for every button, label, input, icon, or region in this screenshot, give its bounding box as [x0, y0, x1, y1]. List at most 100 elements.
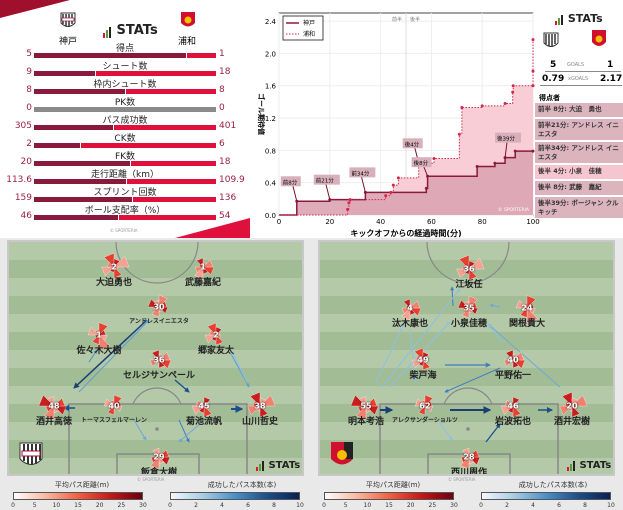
x-tick-label: 0	[277, 218, 281, 226]
home-bar-fill	[34, 161, 130, 166]
scorer-row: 前半34分: アンドレス イニエスタ	[535, 142, 623, 163]
pass-arrow	[487, 323, 561, 388]
y-tick-label: 1.2	[265, 115, 276, 123]
player-pass-count: 36	[463, 264, 475, 274]
data-point	[432, 156, 436, 160]
stat-bar	[34, 143, 216, 148]
player-pass-count: 55	[360, 401, 372, 411]
away-xg: 2.17	[600, 74, 623, 84]
distance-tick: 20	[95, 502, 104, 509]
annotation-box	[402, 138, 423, 149]
copyright: © SPORTERIA	[448, 477, 476, 482]
stat-label: パス成功数	[102, 116, 148, 126]
goal-annotation: 後39分	[497, 135, 515, 143]
count-tick: 6	[246, 502, 250, 509]
annotation-box	[349, 167, 376, 178]
goal-annotation: 後8分	[414, 159, 429, 167]
distance-legend-title: 平均パス距離(m)	[54, 481, 110, 489]
player-pass-count: 4	[407, 303, 413, 313]
series-area-1	[279, 39, 533, 215]
count-colorbar	[481, 492, 611, 500]
stat-bar	[34, 89, 216, 94]
copyright: © SPORTERIA	[498, 206, 530, 213]
player-pass-count: 46	[507, 401, 519, 411]
pass-direction-rose	[38, 394, 67, 421]
stat-away-value: 18	[219, 67, 231, 77]
count-tick: 4	[220, 502, 224, 509]
data-point	[511, 90, 515, 94]
count-colorbar	[170, 492, 300, 500]
data-point	[460, 106, 464, 110]
half-label: 前半	[392, 16, 402, 23]
scorers-title: 得点者	[539, 94, 560, 102]
pass-arrow	[409, 329, 418, 383]
pass-arrow	[437, 419, 453, 441]
player-name: 大迫勇也	[95, 278, 133, 288]
count-tick: 0	[168, 502, 172, 509]
player-name: 関根貴大	[508, 319, 546, 329]
pass-arrow	[489, 303, 501, 308]
away-bar-fill	[113, 125, 216, 130]
away-bar-fill	[80, 143, 216, 148]
count-tick: 4	[531, 502, 535, 509]
x-tick-label: 100	[526, 218, 539, 226]
legend-home: 神戸	[303, 19, 315, 27]
data-point	[424, 186, 428, 190]
player-name: 飯倉大樹	[140, 468, 178, 476]
pass-direction-rose	[150, 447, 171, 470]
stat-home-value: 9	[26, 67, 32, 77]
distance-legend-title: 平均パス距離(m)	[365, 481, 421, 489]
data-point	[384, 194, 388, 198]
data-point	[346, 207, 350, 211]
scorer-row: 前半 8分: 大迫 勇也	[535, 103, 623, 117]
player-pass-count: 2	[213, 330, 219, 340]
brand-text: STATs	[116, 23, 158, 38]
distance-tick: 30	[450, 502, 458, 509]
pass-direction-rose	[456, 254, 485, 281]
pass-direction-rose	[204, 322, 224, 346]
pass-arrow	[231, 351, 248, 383]
home-xg: 0.79	[542, 74, 565, 84]
series-area-0	[279, 151, 533, 215]
xgoals-row: 0.79 xGOALS 2.17	[540, 74, 622, 86]
home-bar-fill	[34, 125, 113, 130]
stat-home-value: 0	[26, 103, 32, 113]
urawa-crest-icon	[591, 28, 607, 54]
urawa-crest-icon	[330, 440, 354, 474]
distance-tick: 10	[363, 502, 372, 509]
player-name: 小泉佳穂	[450, 319, 488, 329]
pitch-markings	[38, 242, 276, 474]
player-name: 菊池流帆	[185, 417, 223, 427]
player-name: 江坂任	[455, 280, 483, 290]
distance-tick: 25	[117, 502, 126, 509]
data-point	[531, 84, 535, 88]
player-pass-count: 1	[96, 330, 102, 340]
copyright: © SPORTERIA	[137, 477, 165, 482]
data-point	[475, 165, 479, 169]
pass-direction-rose	[149, 349, 172, 369]
count-tick: 8	[583, 502, 587, 509]
distance-colorbar	[324, 492, 454, 500]
home-bar-fill	[34, 143, 80, 148]
player-name: 山川哲史	[241, 417, 279, 427]
goals-row: 5 GOALS 1	[545, 60, 621, 72]
scorer-row: 後半 8分: 武藤 嘉紀	[535, 181, 623, 195]
pass-direction-rose	[500, 396, 522, 418]
goal-annotation: 後4分	[405, 140, 420, 148]
data-point	[493, 161, 497, 165]
data-point	[513, 149, 517, 153]
summary-stats-logo: STATs	[555, 12, 603, 25]
player-pass-count: 24	[521, 303, 533, 313]
distance-tick: 5	[32, 502, 37, 509]
stat-label: ボール支配率（%）	[84, 206, 166, 216]
data-point	[347, 201, 351, 205]
stat-home-value: 159	[14, 193, 32, 203]
player-name: アンドレスイニエスタ	[129, 318, 189, 325]
pass-direction-rose	[191, 396, 213, 418]
pass-direction-rose	[401, 298, 422, 321]
stat-label: スプリント回数	[93, 188, 157, 198]
count-tick: 10	[296, 502, 304, 509]
stat-label: FK数	[114, 152, 136, 162]
home-bar-fill	[34, 197, 133, 202]
data-point	[531, 69, 535, 73]
